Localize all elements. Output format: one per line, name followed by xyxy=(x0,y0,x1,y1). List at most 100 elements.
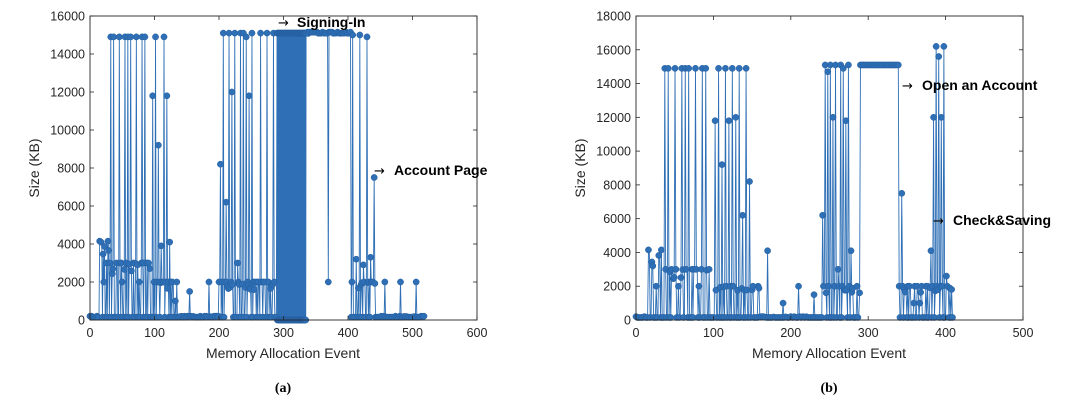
chart-b-x-tick-label: 400 xyxy=(935,326,956,340)
chart-b-data-point xyxy=(728,65,736,72)
chart-a-data-point xyxy=(257,29,264,37)
chart-a-data-point xyxy=(367,253,374,261)
chart-b-data-point xyxy=(649,262,657,270)
chart-a-x-tick-label: 200 xyxy=(209,326,230,340)
chart-b-data-point xyxy=(819,211,826,219)
chart-b-data-point xyxy=(671,65,679,72)
chart-a-data-point xyxy=(100,278,108,286)
chart-b-data-point xyxy=(937,113,945,121)
chart-a-annotation-signing-in: → Signing-In xyxy=(278,14,365,31)
chart-a-data-point xyxy=(420,312,428,320)
chart-a-data-point xyxy=(231,29,239,37)
chart-b-annotation-open-account: → Open an Account xyxy=(902,77,1038,94)
chart-b-data-point xyxy=(725,117,733,125)
chart-b-data-point xyxy=(685,65,693,72)
chart-a-x-tick-label: 500 xyxy=(402,326,423,340)
chart-a-data-point xyxy=(270,278,278,286)
chart-a-data-point xyxy=(222,198,230,206)
chart-b-y-tick-label: 2000 xyxy=(603,280,631,294)
chart-a-data-point xyxy=(173,278,181,286)
arrow-right-icon: → xyxy=(278,16,289,31)
chart-b-data-point xyxy=(705,265,713,273)
chart-a-data-point xyxy=(110,33,117,41)
chart-a-x-tick-label: 300 xyxy=(273,326,294,340)
chart-b-annotation-label: Open an Account xyxy=(922,77,1038,93)
chart-a-data-point xyxy=(157,242,165,250)
chart-b-data-point xyxy=(675,282,682,290)
chart-b-y-axis-label: Size (KB) xyxy=(572,138,588,197)
chart-b-data-point xyxy=(930,113,937,121)
chart-b-data-point xyxy=(856,289,863,297)
chart-a-data-point xyxy=(217,160,224,168)
chart-a-y-tick-label: 16000 xyxy=(50,10,85,24)
chart-b-data-point xyxy=(910,299,918,307)
chart-a-x-tick-label: 600 xyxy=(467,326,488,340)
chart-b-y-tick-label: 0 xyxy=(624,314,631,328)
chart-b-data-point xyxy=(932,43,940,50)
chart-b-data-point xyxy=(732,113,740,121)
chart-a-data-point xyxy=(348,278,356,286)
chart-b-data-point xyxy=(916,299,924,307)
chart-a-ticks: 0 100 200 300 400 500 600020004000600080001000… xyxy=(50,10,487,341)
chart-a-y-tick-label: 2000 xyxy=(57,276,85,290)
chart-a-data-point xyxy=(115,33,123,41)
chart-b-data-point xyxy=(655,252,663,259)
chart-a-data-point xyxy=(234,259,241,267)
chart-b-data-point xyxy=(755,284,763,292)
chart-b-data-point xyxy=(824,68,832,76)
chart-b-data-point xyxy=(672,265,680,273)
chart-b-data-point xyxy=(825,282,832,290)
chart-b-data-point xyxy=(847,247,855,255)
chart-b-y-tick-label: 6000 xyxy=(603,212,631,226)
chart-b-data-point xyxy=(779,299,787,307)
chart-a-y-tick-label: 14000 xyxy=(50,48,85,62)
chart-a-data-point xyxy=(164,285,171,292)
chart-a-data-point xyxy=(133,33,140,41)
chart-a-data-point xyxy=(349,31,357,39)
chart-b-y-tick-label: 4000 xyxy=(603,246,631,260)
chart-b-data-point xyxy=(739,211,746,219)
chart-b-y-tick-label: 12000 xyxy=(596,111,631,125)
arrow-right-icon: → xyxy=(933,214,944,229)
chart-a-y-tick-label: 4000 xyxy=(57,238,85,252)
chart-b-data-point xyxy=(746,178,753,185)
chart-a-data-point xyxy=(220,313,228,321)
chart-a-data-point xyxy=(381,278,389,286)
chart-a-data-point xyxy=(245,92,253,100)
chart-a-data-point xyxy=(412,278,420,286)
chart-b-data-point xyxy=(898,189,906,197)
chart-a-data-point xyxy=(229,281,236,288)
chart-a-y-axis-label: Size (KB) xyxy=(26,138,42,197)
chart-b-data-point xyxy=(948,286,955,293)
chart-panel-a: 0 100 200 300 400 500 600020004000600080001000… xyxy=(26,10,488,397)
arrow-right-icon: → xyxy=(374,164,385,179)
chart-b-data-point xyxy=(677,274,685,281)
chart-a-data-point xyxy=(149,92,157,100)
chart-a-annotation-label: Signing-In xyxy=(297,14,365,30)
chart-a-data-point xyxy=(225,29,233,37)
chart-a-data-point xyxy=(163,92,171,100)
chart-a-caption: (a) xyxy=(275,381,292,396)
chart-b-data-point xyxy=(845,61,852,69)
chart-a-data-point xyxy=(141,33,149,41)
chart-b-data-point xyxy=(940,43,948,50)
chart-a-data-point xyxy=(127,33,135,41)
chart-a-data-point xyxy=(228,88,236,96)
chart-b-data-point xyxy=(901,288,909,296)
chart-a-data-point xyxy=(155,141,162,149)
chart-a-data-point xyxy=(101,243,108,250)
chart-b-data-point xyxy=(695,282,703,290)
chart-b-x-axis-label: Memory Allocation Event xyxy=(752,345,906,361)
chart-b-data-point xyxy=(735,65,743,72)
chart-b-y-tick-label: 10000 xyxy=(596,145,631,159)
chart-b-data-point xyxy=(711,117,719,125)
chart-b-data-point xyxy=(658,246,665,254)
chart-b-data-point xyxy=(692,65,699,72)
chart-a-data-point xyxy=(145,259,152,267)
chart-b-data-point xyxy=(842,117,850,125)
chart-a-data-point xyxy=(105,247,113,254)
chart-a-y-tick-label: 6000 xyxy=(57,200,85,214)
chart-a-data-point xyxy=(397,278,404,286)
chart-a-y-tick-label: 12000 xyxy=(50,86,85,100)
